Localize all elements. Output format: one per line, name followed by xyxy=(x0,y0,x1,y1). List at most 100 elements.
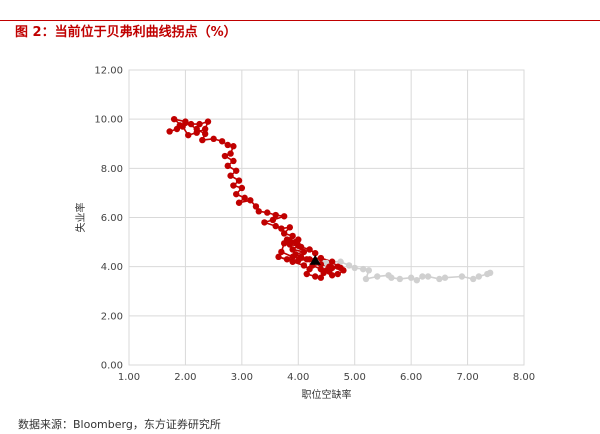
series-0-point-18 xyxy=(224,141,231,149)
series-points xyxy=(166,115,494,284)
series-1-point-5 xyxy=(345,262,353,269)
series-0-point-56 xyxy=(275,253,282,261)
axes xyxy=(128,69,525,366)
y-tick-label-5: 10.00 xyxy=(94,115,123,126)
series-0-point-35 xyxy=(264,209,271,216)
series-0-point-19 xyxy=(230,143,237,150)
series-0-point-42 xyxy=(286,224,294,231)
series-0-point-61 xyxy=(312,273,319,280)
series-1-point-24 xyxy=(486,269,494,277)
series-0-point-82 xyxy=(286,237,294,245)
series-0-point-11 xyxy=(170,115,178,123)
series-0-point-77 xyxy=(317,254,325,262)
series-0-point-27 xyxy=(230,182,237,189)
series-1-point-14 xyxy=(407,274,415,281)
series-0-point-26 xyxy=(235,177,243,184)
series-0-point-7 xyxy=(201,125,209,133)
series-1-point-22 xyxy=(475,273,483,280)
series-1-point-16 xyxy=(419,273,426,280)
series-0-point-79 xyxy=(289,253,296,261)
series-0-point-55 xyxy=(283,256,291,263)
series-1-point-8 xyxy=(365,267,373,274)
series-0-point-40 xyxy=(272,222,279,230)
series-0-point-28 xyxy=(238,184,246,192)
series-1-point-18 xyxy=(436,275,443,283)
series-0-point-78 xyxy=(306,256,313,263)
x-axis-title: 职位空缺率 xyxy=(302,388,352,401)
x-tick-label-1: 2.00 xyxy=(174,372,196,383)
current-point-triangle-icon xyxy=(309,254,321,265)
series-1-point-20 xyxy=(458,273,466,280)
series-0-point-0 xyxy=(166,128,173,135)
series-0-point-57 xyxy=(289,258,296,265)
series-0-point-29 xyxy=(233,190,240,198)
series-1-point-4 xyxy=(337,258,344,265)
series-0-point-81 xyxy=(280,240,288,247)
series-1-point-6 xyxy=(351,264,358,272)
series-lines xyxy=(169,118,491,281)
series-1-point-9 xyxy=(362,275,370,283)
series-0-point-83 xyxy=(295,236,302,243)
series-0-point-60 xyxy=(303,270,310,278)
series-0-point-25 xyxy=(227,172,234,179)
series-0-point-49 xyxy=(289,246,296,253)
series-0-point-22 xyxy=(230,157,237,165)
series-0-point-76 xyxy=(328,258,336,265)
series-1-point-10 xyxy=(374,273,381,280)
series-0-point-13 xyxy=(193,125,200,133)
plot-frame xyxy=(128,69,525,366)
x-tick-label-6: 7.00 xyxy=(456,372,478,383)
series-0-point-74 xyxy=(326,263,333,270)
series-0-point-38 xyxy=(269,216,277,224)
series-1-point-19 xyxy=(441,274,449,281)
x-tick-label-0: 1.00 xyxy=(118,372,140,383)
series-1-point-17 xyxy=(424,273,432,280)
series-0-point-36 xyxy=(272,211,279,219)
series-0-point-5 xyxy=(196,120,203,128)
series-0-point-71 xyxy=(317,265,325,273)
series-0-point-80 xyxy=(278,248,285,256)
series-0-point-30 xyxy=(241,194,248,202)
series-0-point-85 xyxy=(306,246,313,253)
series-0-point-23 xyxy=(224,162,231,170)
y-tick-label-3: 6.00 xyxy=(101,213,123,224)
grid-lines xyxy=(128,69,525,366)
series-0-point-62 xyxy=(317,274,325,281)
title-rule xyxy=(0,20,600,21)
series-0-point-58 xyxy=(300,262,308,269)
series-0-point-24 xyxy=(233,167,240,174)
series-0-point-20 xyxy=(227,150,234,157)
series-0-point-17 xyxy=(218,138,226,145)
series-0-point-50 xyxy=(300,248,308,256)
y-tick-label-4: 8.00 xyxy=(101,164,123,175)
figure-title: 图 2：当前位于贝弗利曲线拐点（%） xyxy=(15,25,237,40)
x-tick-label-2: 3.00 xyxy=(231,372,253,383)
x-tick-label-4: 5.00 xyxy=(344,372,366,383)
y-tick-label-6: 12.00 xyxy=(94,66,123,77)
series-0-point-39 xyxy=(261,219,268,226)
series-0-point-16 xyxy=(210,135,217,143)
series-0-point-12 xyxy=(182,118,189,125)
series-1-point-21 xyxy=(470,275,477,283)
series-0-point-14 xyxy=(201,130,209,138)
series-0-point-75 xyxy=(334,263,341,270)
x-tick-label-7: 8.00 xyxy=(513,372,535,383)
x-tick-label-5: 6.00 xyxy=(400,372,422,383)
series-0-point-31 xyxy=(235,199,243,206)
series-0-point-43 xyxy=(280,230,288,237)
series-0-point-41 xyxy=(278,225,285,232)
y-tick-label-2: 4.00 xyxy=(101,262,123,273)
series-0-point-21 xyxy=(221,152,229,160)
current-point-layer xyxy=(309,254,321,265)
series-0-point-84 xyxy=(297,243,305,251)
series-1-point-13 xyxy=(396,275,404,283)
y-axis-title: 失业率 xyxy=(74,203,87,233)
source-note: 数据来源：Bloomberg，东方证券研究所 xyxy=(18,418,221,431)
series-0-point-44 xyxy=(289,232,296,240)
series-0-point-54 xyxy=(295,257,302,264)
series-0-point-32 xyxy=(247,197,254,204)
x-tick-label-3: 4.00 xyxy=(287,372,309,383)
y-tick-label-1: 2.00 xyxy=(101,311,123,322)
series-1-point-15 xyxy=(413,276,420,284)
